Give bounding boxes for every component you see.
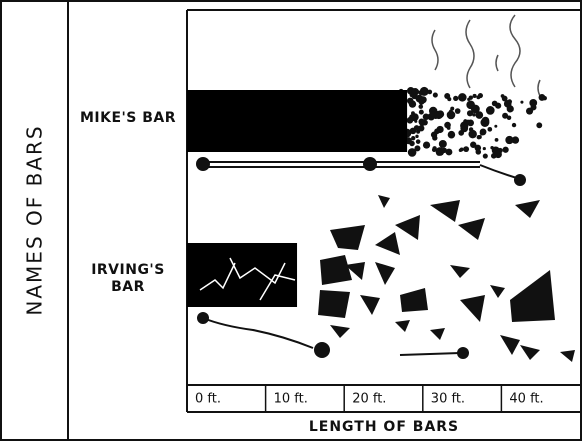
crumb [436,147,445,156]
crumb [503,147,509,153]
x-axis-label: LENGTH OF BARS [309,419,459,435]
crumb [539,94,546,101]
y-tick-label: MIKE'S BAR [78,110,178,127]
crumb [423,114,430,121]
crumbs [397,87,547,159]
chart: NAMES OF BARS LENGTH OF BARS 0 ft. 10 ft.… [0,0,583,442]
crumb [444,122,451,129]
crumb [473,94,477,98]
crumb [432,135,437,140]
crumb [449,109,453,113]
crumb [419,97,426,104]
crumb [423,141,430,148]
y-tick-label: IRVING'S BAR [78,262,178,296]
crumb [520,101,523,104]
crumb [409,141,415,147]
crumb [466,120,470,124]
crumb [512,123,516,127]
chart-svg: NAMES OF BARS LENGTH OF BARS 0 ft. 10 ft.… [0,0,583,442]
crumb [505,136,513,144]
crumb [455,108,461,114]
crumb [487,127,492,132]
crumb [430,112,435,117]
crumb [483,147,486,150]
crumb [494,151,502,159]
crumb [418,125,424,131]
crumb [413,93,417,97]
bar [187,90,407,152]
crumb [494,125,497,128]
crumb [501,94,505,98]
bar [187,243,297,307]
crumb [453,96,458,101]
crumb [433,92,438,97]
crumb [480,131,485,136]
x-tick-label: 20 ft. [352,392,386,407]
crumb [495,103,501,109]
crumb [468,130,476,138]
crumb [495,138,499,142]
crumb [480,118,489,127]
crumb [419,110,424,115]
debris [318,195,575,362]
crumb [476,95,480,99]
crumb [536,122,542,128]
crumb [418,104,423,109]
x-tick-label: 30 ft. [431,392,465,407]
smoke [432,15,540,96]
crumb [458,93,467,102]
crumb [439,140,447,148]
y-axis-label: NAMES OF BARS [23,124,47,315]
crumb [530,104,536,110]
crumb [460,148,464,152]
crumb [507,99,512,104]
x-tick-label: 40 ft. [509,392,543,407]
crumb [407,117,414,124]
crumb [407,98,414,105]
x-tick-label: 0 ft. [195,392,221,407]
crumb [483,153,488,158]
crumb [416,139,421,144]
crumb [458,130,464,136]
crumb [507,105,514,112]
crumb [415,135,418,138]
crumb [448,131,456,139]
crumb [418,90,423,95]
crumb [507,115,512,120]
crumb [408,148,417,157]
crumb [463,147,467,151]
crumb [486,106,495,115]
crumb [427,90,432,95]
crumb [434,128,440,134]
x-tick-label: 10 ft. [274,392,308,407]
frame [1,1,581,440]
crumb [467,98,470,101]
crumb [432,148,436,152]
crumb [475,145,482,152]
crumb [447,97,451,101]
crumb [477,135,481,139]
crumb [490,146,493,149]
crumb [475,108,478,111]
crumb [411,136,415,140]
